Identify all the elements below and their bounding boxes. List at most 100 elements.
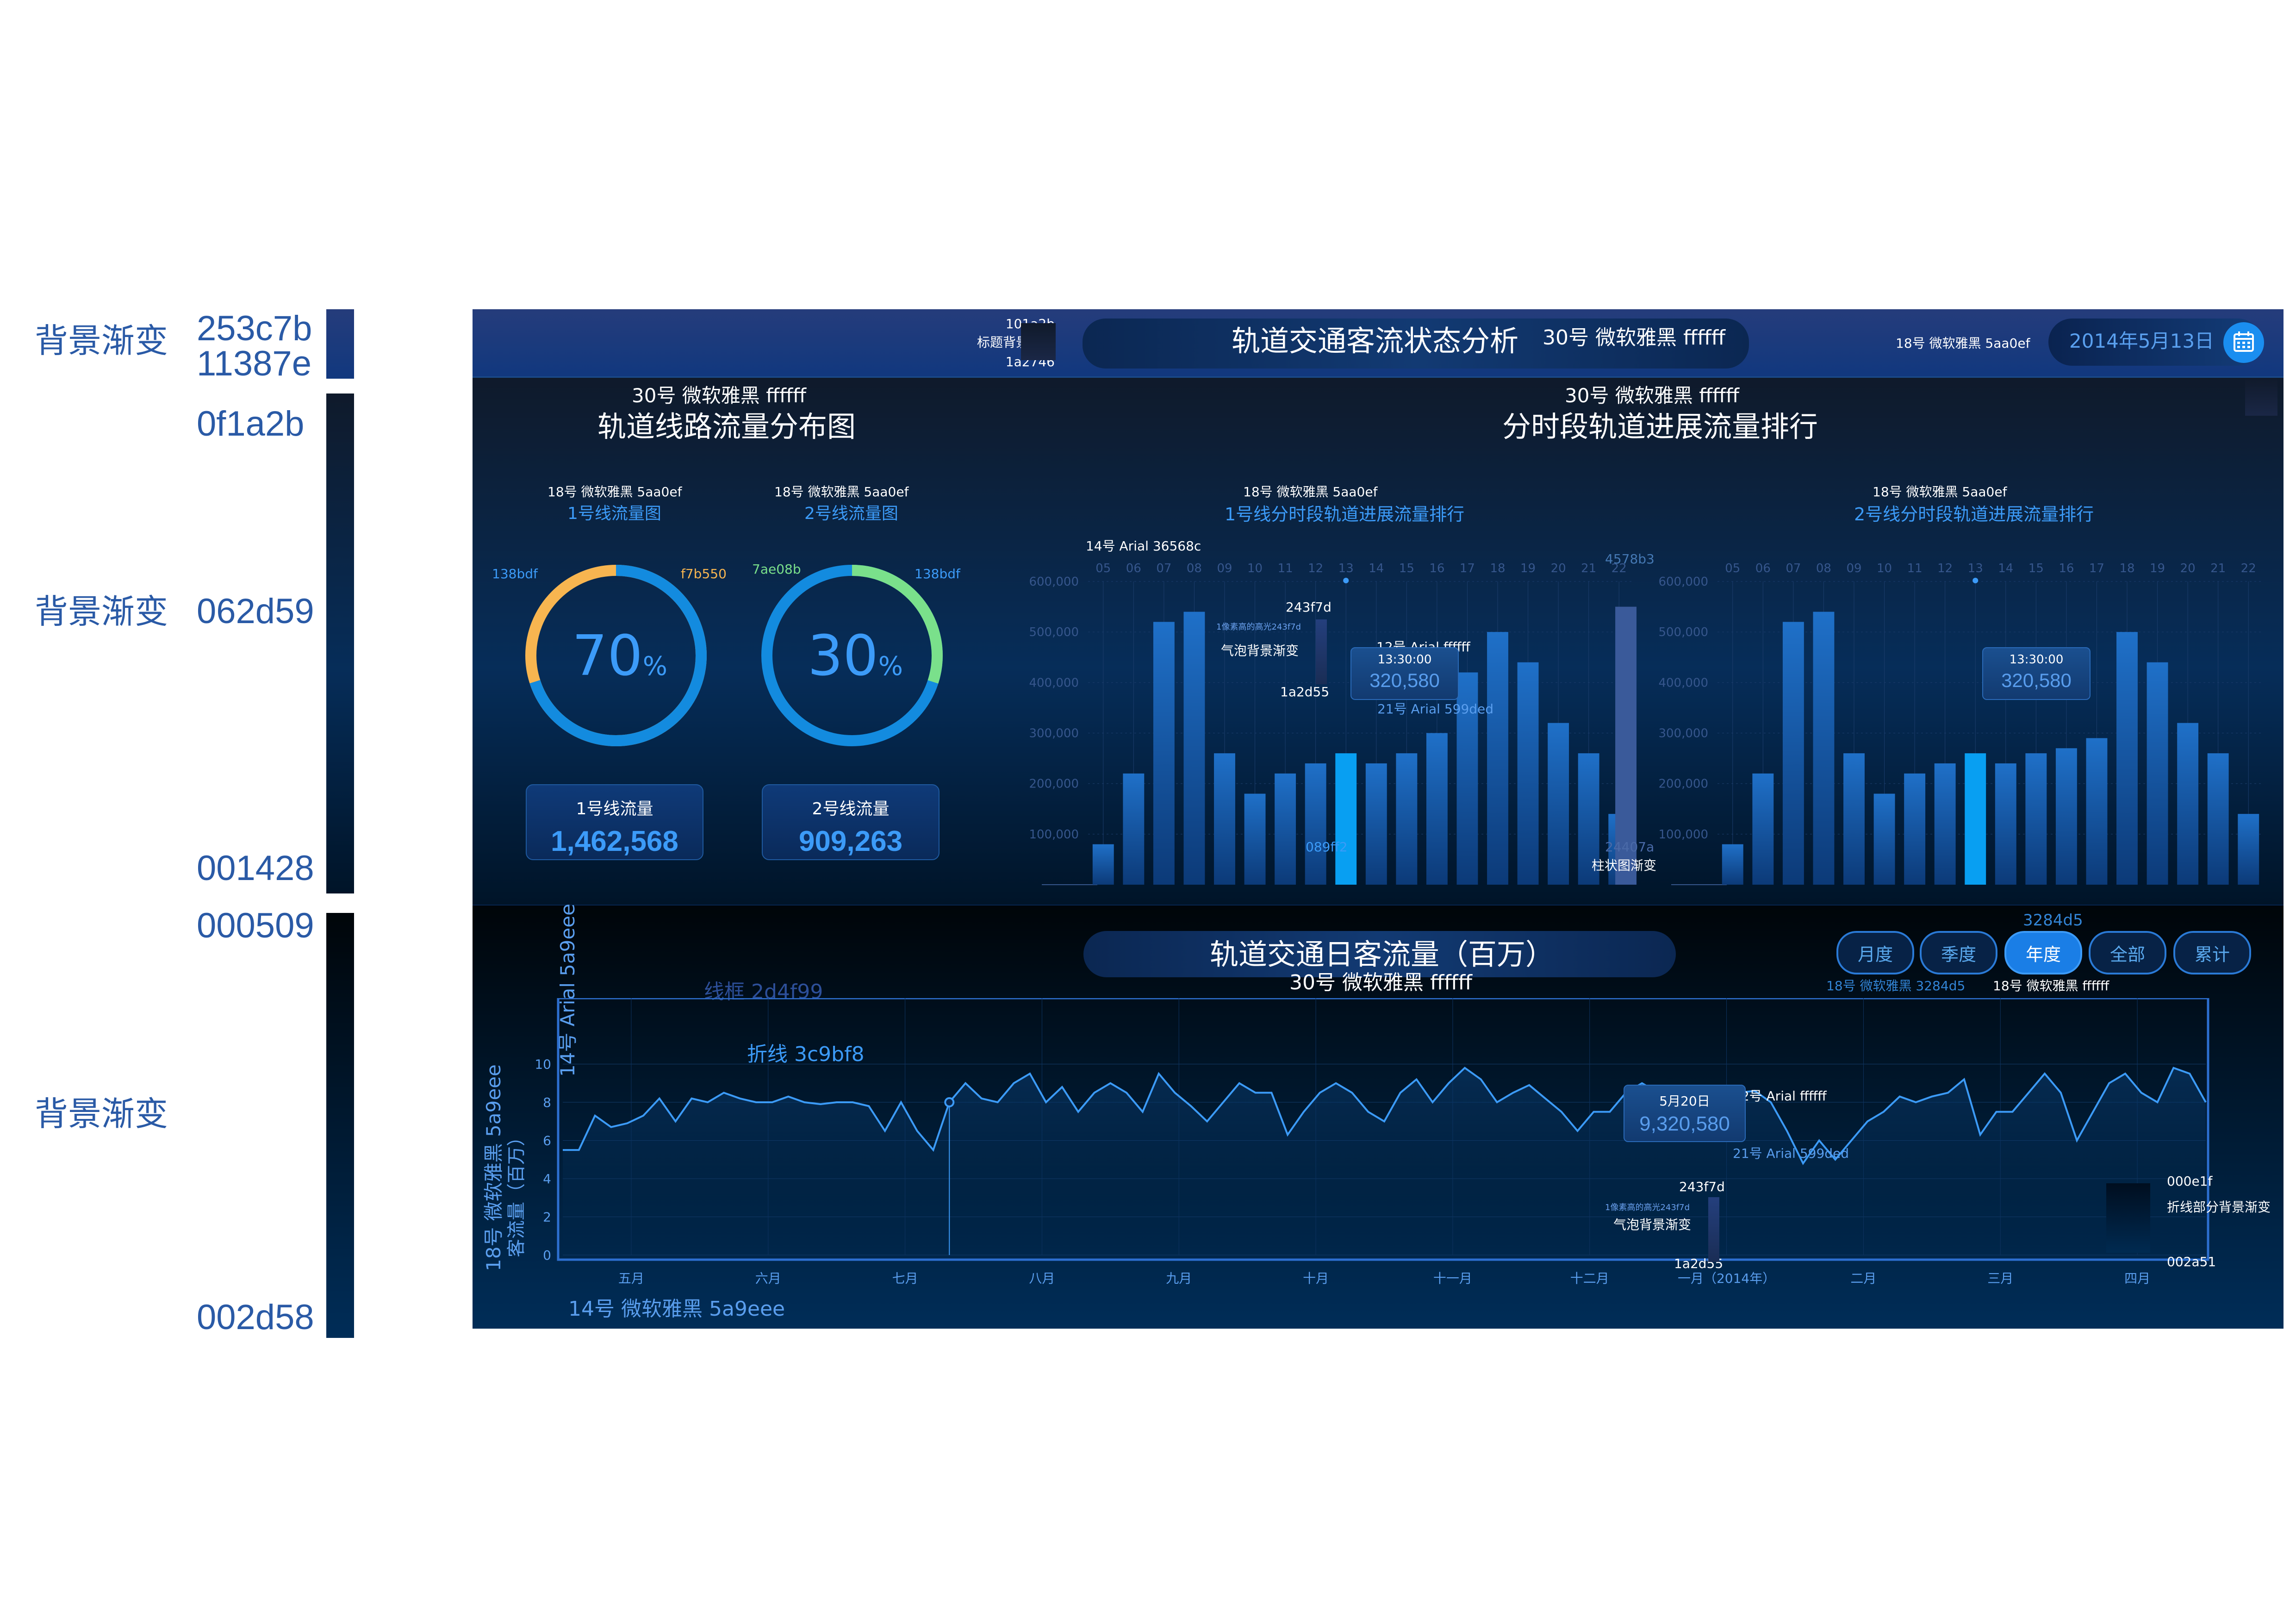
bar2-xtick: 06 [1755,562,1771,575]
bar2-ytick: 600,000 [1658,575,1708,589]
bar1-bubble-note-4: 1a2d55 [1280,684,1330,700]
right-panel-title: 分时段轨道进展流量排行 [1502,410,1818,443]
line-chart: 0 2 4 6 8 10 五月 六月 七月 八月 九月 十月 十一月 十二月 一月（2014年） 二月 三月 四月 [535,998,2209,1286]
line-bubble-note-3: 气泡背景渐变 [1613,1217,1692,1232]
bar2-bar [2207,753,2229,885]
line2-flow-title: 2号线流量 [812,800,890,818]
bar2-xtick: 13 [1968,562,1983,575]
bar2-xtick: 22 [2241,562,2256,575]
bar2-bar [1965,753,1986,885]
bar1-highlight-color: 089ff2 [1306,839,1348,855]
fill-grad-swatch [2106,1183,2150,1253]
bar1-xtick: 05 [1095,562,1111,575]
line-tip-font-note: 12号 Arial ffffff [1733,1088,1827,1104]
bar1-tooltip: 13:30:00 320,580 [1350,647,1459,700]
bar1-bar [1305,763,1326,885]
line-xtick: 十二月 [1570,1271,1609,1286]
ring1-percent-unit: % [642,651,667,681]
bar2-xtick: 20 [2180,562,2196,575]
legend-swatch-top [326,394,354,893]
period-button-3[interactable]: 全部 [2089,931,2166,974]
bar1-tooltip-value: 320,580 [1369,669,1440,691]
line-xtick: 九月 [1166,1271,1192,1286]
bar1-bar-extra [1615,606,1636,885]
bar1-ytick: 300,000 [1029,727,1079,741]
fill-note-3: 002a51 [2167,1254,2216,1269]
bar1-bar [1183,612,1205,885]
line1-flow-title: 1号线流量 [576,800,653,818]
bar1-xtick: 22 [1612,562,1627,575]
bar1-xtick: 19 [1520,562,1536,575]
bar2-bar [1722,844,1743,885]
period-button-1[interactable]: 季度 [1920,931,1997,974]
bar2-xtick: 15 [2028,562,2044,575]
legend-bg-label-3: 背景渐变 [35,1094,168,1133]
bar1-highlight-dot [1343,578,1349,583]
period-button-0[interactable]: 月度 [1836,931,1914,974]
bar2-xtick: 05 [1725,562,1740,575]
line-chart-frame [557,998,2209,1261]
bar1-font-note: 14号 Arial 36568c [1086,538,1201,554]
period-button-4[interactable]: 累计 [2173,931,2251,974]
legend-swatch-header [326,309,354,379]
period-button-2[interactable]: 年度 [2004,931,2082,974]
bar1-xtick: 08 [1187,562,1202,575]
ring1-color2: f7b550 [681,566,727,581]
legend-bg-label-1: 背景渐变 [35,321,168,360]
header-bar: 101a2b 标题背景渐变 1a2746 轨道交通客流状态分析 30号 微软雅黑… [473,309,2284,378]
bar1-bubble-note-2: 1像素高的高光243f7d [1216,622,1301,632]
legend-hex-7: 002d58 [197,1298,314,1337]
legend-swatch-bottom [326,913,354,1338]
line-bubble-swatch [1708,1197,1719,1262]
ring2-chart [761,565,943,746]
bar2-highlight-dot [1972,578,1979,583]
bar2-bar [1813,612,1835,885]
calendar-icon[interactable] [2223,322,2264,363]
bar2-bar [2116,632,2138,885]
period-note-left: 18号 微软雅黑 3284d5 [1826,978,1966,993]
bar2-ytick: 400,000 [1658,676,1708,690]
bar2-xtick: 14 [1998,562,2013,575]
bar2-note: 18号 微软雅黑 5aa0ef [1873,484,2007,500]
line-ytick: 6 [543,1133,551,1149]
bar1-bar [1578,753,1599,885]
date-field[interactable]: 2014年5月13日 [2048,319,2261,366]
top-section: 101a2b 标题背景渐变 1a2746 30号 微软雅黑 ffffff 轨道线… [473,378,2284,905]
line-ytick: 4 [543,1171,551,1187]
line-xtick: 二月 [1850,1271,1876,1286]
header-note-swatch-left [1021,323,1056,360]
bar1-note: 18号 微软雅黑 5aa0ef [1243,484,1378,500]
line-tooltip-date: 5月20日 [1659,1093,1710,1109]
line-ytick: 0 [543,1248,551,1263]
ring2-note: 18号 微软雅黑 5aa0ef [774,484,909,500]
bar1-xtick: 11 [1278,562,1293,575]
bar2-bar [2055,748,2077,885]
bar1-bar [1214,753,1235,885]
ytick-note-wrap: 14号 Arial 5a9eee [556,756,579,1077]
bar1-bar [1487,632,1508,885]
dashboard: 101a2b 标题背景渐变 1a2746 轨道交通客流状态分析 30号 微软雅黑… [473,309,2284,1329]
ring2-percent-unit: % [878,651,903,681]
bar1-tooltip-time: 13:30:00 [1377,653,1432,667]
bar1-ytick: 400,000 [1029,676,1079,690]
bar2-xtick: 07 [1786,562,1801,575]
legend-hex-3: 0f1a2b [197,404,305,443]
bar2-bar [2086,738,2108,885]
ring1-chart [525,565,707,746]
legend-hex-2: 11387e [197,344,311,383]
bar2-bar [1904,773,1926,885]
line-bubble-note-1: 243f7d [1679,1179,1725,1194]
bar2-xtick: 08 [1816,562,1831,575]
bar2-xtick: 18 [2119,562,2134,575]
line1-flow-box: 1号线流量 1,462,568 [526,784,703,860]
left-panel-note: 30号 微软雅黑 ffffff [632,384,806,407]
right-panel-note: 30号 微软雅黑 ffffff [1565,384,1739,407]
bar2-bar [1843,753,1865,885]
header-title-pill [1083,319,1749,369]
line-bubble-note-2: 1像素高的高光243f7d [1605,1203,1690,1212]
bar2-xtick: 19 [2150,562,2165,575]
line-xtick: 四月 [2124,1271,2150,1286]
bar2-tooltip-value: 320,580 [2001,669,2072,691]
bar2-ytick: 100,000 [1658,828,1708,842]
ylabel-note-wrap: 18号 微软雅黑 5a9eee [482,731,505,1271]
